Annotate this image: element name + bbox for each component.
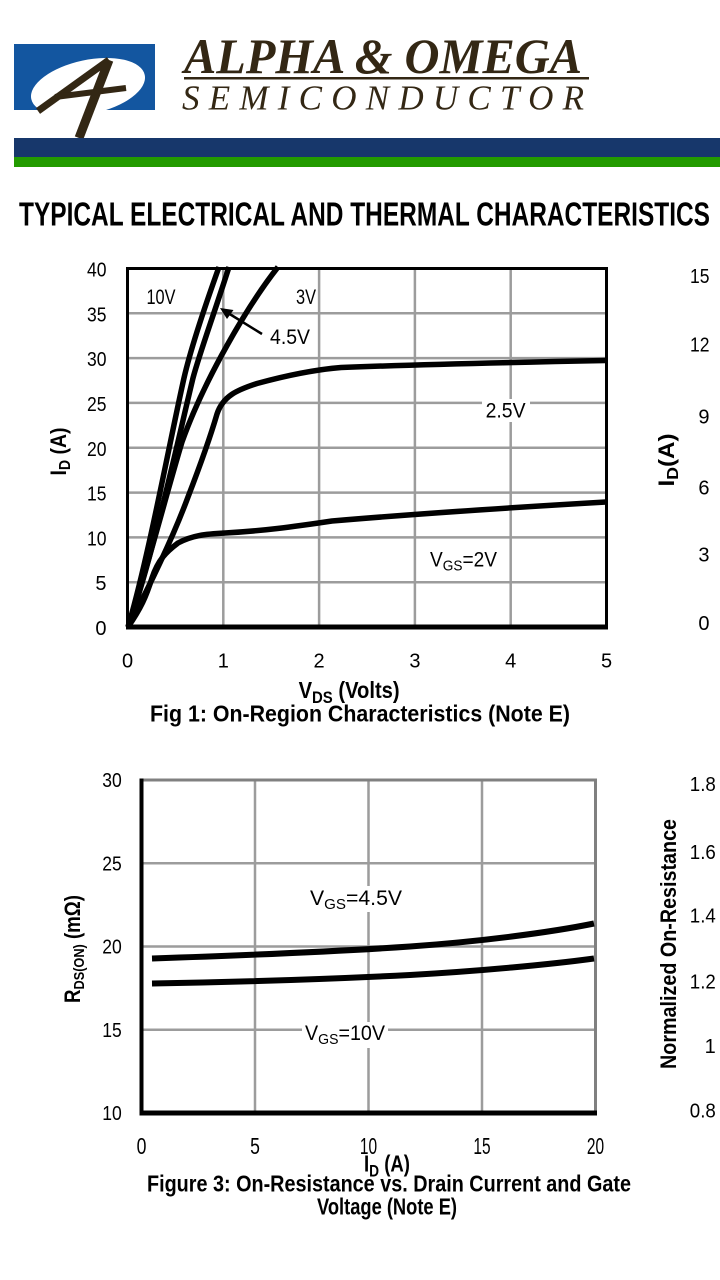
svg-text:ALPHA & OMEGA: ALPHA & OMEGA [181, 28, 582, 84]
svg-text:15: 15 [87, 484, 107, 506]
svg-text:15: 15 [102, 1020, 122, 1042]
svg-text:1: 1 [705, 1036, 716, 1058]
svg-text:5: 5 [95, 573, 106, 595]
svg-text:10: 10 [87, 528, 107, 550]
svg-text:TYPICAL ELECTRICAL AND THERMAL: TYPICAL ELECTRICAL AND THERMAL CHARACTER… [19, 196, 710, 233]
svg-text:15: 15 [473, 1133, 490, 1159]
svg-text:30: 30 [87, 349, 107, 371]
svg-text:40: 40 [87, 260, 107, 282]
svg-text:35: 35 [87, 304, 107, 326]
svg-text:3: 3 [409, 651, 420, 673]
svg-text:30: 30 [102, 770, 122, 792]
svg-text:20: 20 [587, 1133, 604, 1159]
svg-text:5: 5 [601, 651, 612, 673]
svg-text:0: 0 [122, 651, 133, 673]
svg-text:4: 4 [505, 651, 516, 673]
svg-text:15: 15 [690, 266, 710, 288]
svg-text:6: 6 [698, 478, 709, 500]
svg-text:20: 20 [102, 937, 122, 959]
svg-text:SEMICONDUCTOR: SEMICONDUCTOR [182, 79, 584, 118]
svg-text:3: 3 [698, 545, 709, 567]
svg-text:4.5V: 4.5V [270, 326, 310, 349]
svg-text:5: 5 [250, 1133, 260, 1159]
svg-text:9: 9 [698, 406, 709, 428]
svg-text:12: 12 [690, 335, 710, 357]
svg-text:25: 25 [102, 853, 122, 875]
svg-text:0: 0 [95, 618, 106, 640]
svg-text:1.8: 1.8 [690, 774, 716, 796]
svg-text:1.4: 1.4 [690, 905, 716, 927]
svg-text:Fig 1: On-Region Characteristi: Fig 1: On-Region Characteristics (Note E… [150, 701, 570, 727]
svg-text:Voltage (Note E): Voltage (Note E) [317, 1194, 457, 1220]
svg-text:10: 10 [360, 1133, 377, 1159]
svg-text:0: 0 [137, 1133, 147, 1159]
svg-text:0.8: 0.8 [690, 1100, 716, 1122]
svg-text:VGS​=2V: VGS​=2V [430, 549, 497, 575]
svg-text:VGS​=4.5V: VGS​=4.5V [310, 887, 402, 913]
svg-text:ID​(A): ID​(A) [654, 434, 682, 487]
svg-text:RDS(ON)​ (mΩ): RDS(ON)​ (mΩ) [60, 895, 88, 1003]
svg-text:1.2: 1.2 [690, 971, 716, 993]
svg-text:0: 0 [698, 613, 709, 635]
svg-text:10: 10 [102, 1103, 122, 1125]
svg-text:20: 20 [87, 439, 107, 461]
svg-text:VDS​ (Volts): VDS​ (Volts) [299, 677, 400, 707]
svg-text:25: 25 [87, 394, 107, 416]
svg-text:10V: 10V [147, 286, 176, 309]
svg-text:ID​ (A): ID​ (A) [46, 428, 74, 476]
svg-text:VGS​=10V: VGS​=10V [305, 1022, 385, 1048]
svg-text:2: 2 [314, 651, 325, 673]
svg-text:1: 1 [218, 651, 229, 673]
svg-text:Normalized On-Resistance: Normalized On-Resistance [656, 819, 681, 1069]
svg-text:1.6: 1.6 [690, 842, 716, 864]
svg-text:2.5V: 2.5V [486, 400, 526, 423]
svg-text:Figure 3: On-Resistance vs. Dr: Figure 3: On-Resistance vs. Drain Curren… [147, 1171, 631, 1197]
svg-text:3V: 3V [296, 286, 316, 309]
